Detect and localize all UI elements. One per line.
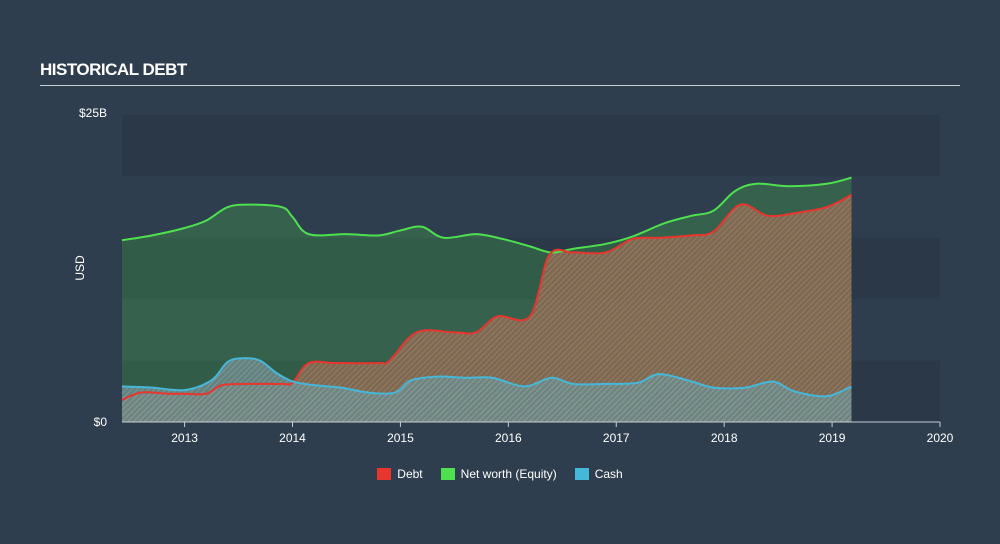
x-tick-label: 2015 xyxy=(387,431,414,445)
legend: Debt Net worth (Equity) Cash xyxy=(0,467,1000,481)
debt-area xyxy=(122,194,852,422)
x-tick-label: 2020 xyxy=(927,431,954,445)
y-tick-top: $25B xyxy=(79,106,107,120)
debt-line xyxy=(121,193,852,401)
y-axis-label: USD xyxy=(73,255,87,281)
title-divider xyxy=(40,85,960,86)
plot-band xyxy=(122,115,940,177)
x-tick-label: 2018 xyxy=(711,431,738,445)
cash-line xyxy=(121,357,852,398)
x-tick-label: 2014 xyxy=(279,431,306,445)
y-tick-bottom: $0 xyxy=(94,415,108,429)
legend-label-equity: Net worth (Equity) xyxy=(460,467,557,481)
legend-item-debt[interactable]: Debt xyxy=(377,467,423,481)
legend-label-debt: Debt xyxy=(397,467,423,481)
legend-swatch-equity xyxy=(440,468,455,480)
x-tick-label: 2013 xyxy=(171,431,198,445)
legend-label-cash: Cash xyxy=(594,467,623,481)
x-tick-label: 2017 xyxy=(603,431,630,445)
x-tick-label: 2019 xyxy=(819,431,846,445)
cash-area xyxy=(122,358,852,422)
equity-line xyxy=(121,176,852,254)
legend-item-equity[interactable]: Net worth (Equity) xyxy=(440,467,557,481)
chart-title: HISTORICAL DEBT xyxy=(40,60,187,79)
x-tick-label: 2016 xyxy=(495,431,522,445)
legend-swatch-cash xyxy=(574,468,589,480)
legend-item-cash[interactable]: Cash xyxy=(574,467,623,481)
legend-swatch-debt xyxy=(377,468,392,480)
